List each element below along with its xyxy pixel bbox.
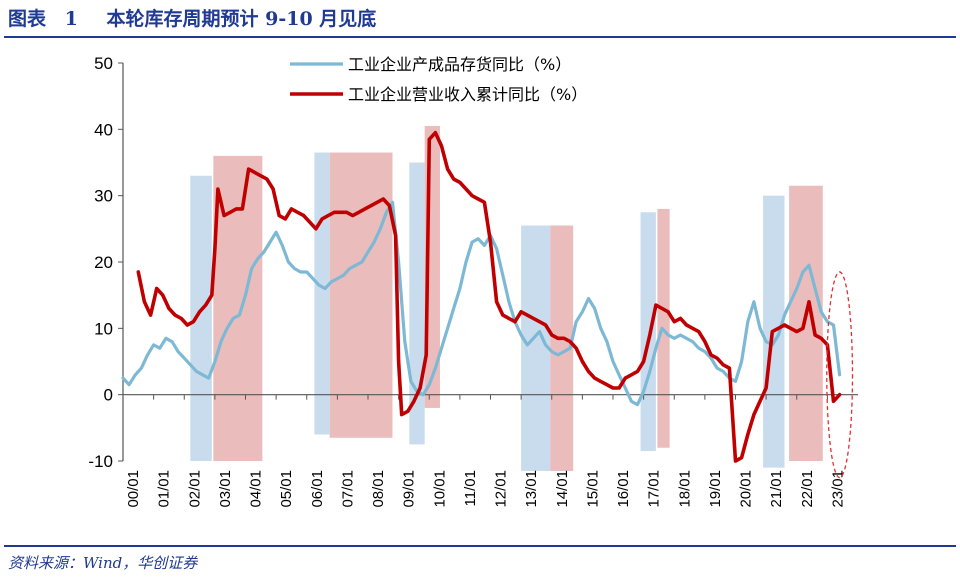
x-tick-label: 03/01 (217, 470, 234, 508)
figure-number: 1 (64, 8, 78, 30)
figure-title: 图表 1 本轮库存周期预计 9-10 月见底 (8, 4, 376, 34)
figure-title-text: 本轮库存周期预计 9-10 月见底 (106, 8, 377, 30)
x-tick-label: 07/01 (339, 470, 356, 508)
title-rule (4, 36, 956, 38)
legend: 工业企业产成品存货同比（%） 工业企业营业收入累计同比（%） (290, 55, 587, 104)
x-tick-label: 06/01 (309, 470, 326, 508)
x-tick-label: 17/01 (646, 470, 663, 508)
band-inventory-4 (409, 162, 425, 445)
y-tick-label: -10 (88, 452, 113, 471)
x-tick-label: 04/01 (248, 470, 265, 508)
band-inventory-2 (314, 152, 330, 435)
x-tick-label: 02/01 (186, 470, 203, 508)
source-rule (4, 545, 956, 547)
y-tick-label: 30 (94, 187, 113, 206)
x-tick-label: 20/01 (738, 470, 755, 508)
x-tick-label: 00/01 (125, 470, 142, 508)
x-tick-label: 12/01 (493, 470, 510, 508)
y-tick-label: 20 (94, 253, 113, 272)
series-line-inventory (121, 200, 842, 407)
legend-label-revenue: 工业企业营业收入累计同比（%） (348, 85, 587, 104)
y-tick-label: 10 (94, 319, 113, 338)
x-tick-label: 18/01 (676, 470, 693, 508)
x-tick-label: 15/01 (584, 470, 601, 508)
x-tick-label: 01/01 (156, 470, 173, 508)
figure-label: 图表 (8, 8, 47, 30)
x-tick-label: 16/01 (615, 470, 632, 508)
x-tick-label: 22/01 (799, 470, 816, 508)
x-tick-label: 19/01 (707, 470, 724, 508)
x-tick-label: 21/01 (768, 470, 785, 508)
y-tick-label: 40 (94, 120, 113, 139)
y-tick-label: 0 (104, 386, 113, 405)
x-tick-label: 13/01 (523, 470, 540, 508)
highlight-ellipse (826, 271, 854, 479)
x-tick-label: 23/01 (829, 470, 846, 508)
x-tick-label: 14/01 (554, 470, 571, 508)
series-line-revenue (136, 130, 842, 463)
x-tick-label: 08/01 (370, 470, 387, 508)
source-note: 资料来源：Wind，华创证券 (8, 554, 198, 572)
y-tick-label: 50 (94, 54, 113, 73)
band-inventory-0 (190, 175, 212, 461)
series-lines (121, 130, 842, 463)
x-tick-label: 05/01 (278, 470, 295, 508)
band-revenue-11 (789, 185, 823, 461)
band-inventory-6 (521, 225, 551, 471)
band-revenue-7 (550, 225, 574, 471)
x-tick-label: 11/01 (462, 470, 479, 506)
legend-label-inventory: 工业企业产成品存货同比（%） (348, 55, 571, 74)
band-inventory-8 (640, 212, 656, 452)
x-tick-label: 10/01 (431, 470, 448, 508)
annotation-layer (826, 271, 854, 479)
axes: -10 0 10 20 30 40 50 00/01 01/01 02/01 03/01 04/01 0… (88, 54, 858, 508)
x-tick-label: 09/01 (401, 470, 418, 508)
